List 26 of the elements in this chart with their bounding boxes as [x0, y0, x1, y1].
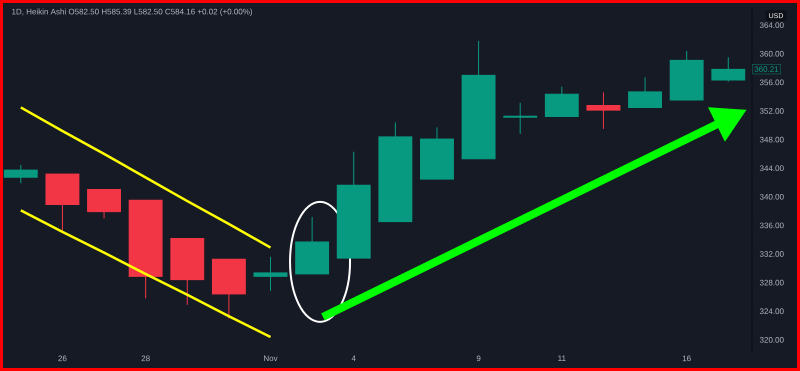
- y-tick-label: 340.00: [760, 194, 784, 200]
- y-tick-label: 336.00: [760, 222, 784, 228]
- chart-title: 1D, Heikin Ashi O582.50 H585.39 L582.50 C584.16 +0.02 (+0.00%): [12, 8, 252, 16]
- y-tick-label: 320.00: [760, 337, 784, 343]
- y-tick-label: 344.00: [760, 165, 784, 172]
- candlestick: [254, 256, 288, 292]
- y-tick-label: 352.00: [760, 108, 784, 114]
- x-tick-label: Nov: [264, 356, 278, 362]
- candlestick: [586, 92, 620, 130]
- text: 360.21: [754, 66, 778, 72]
- x-tick-label: 16: [682, 356, 691, 362]
- x-tick-label: 4: [352, 356, 356, 362]
- y-tick-label: 332.00: [760, 251, 784, 257]
- y-tick-label: 328.00: [760, 280, 784, 286]
- x-tick-label: 9: [476, 356, 480, 362]
- candlestick: [503, 102, 538, 134]
- y-tick-label: 364.00: [760, 22, 784, 28]
- y-tick-label: 356.00: [760, 80, 784, 86]
- line-series: [20, 106, 272, 249]
- line-series: [20, 209, 272, 338]
- y-tick-label: 324.00: [760, 308, 784, 314]
- x-tick-label: 26: [58, 356, 67, 362]
- y-tick-label: 348.00: [760, 136, 784, 142]
- x-tick-label: 11: [558, 356, 566, 362]
- x-tick-label: 28: [142, 356, 150, 362]
- y-tick-label: 360.00: [760, 50, 784, 57]
